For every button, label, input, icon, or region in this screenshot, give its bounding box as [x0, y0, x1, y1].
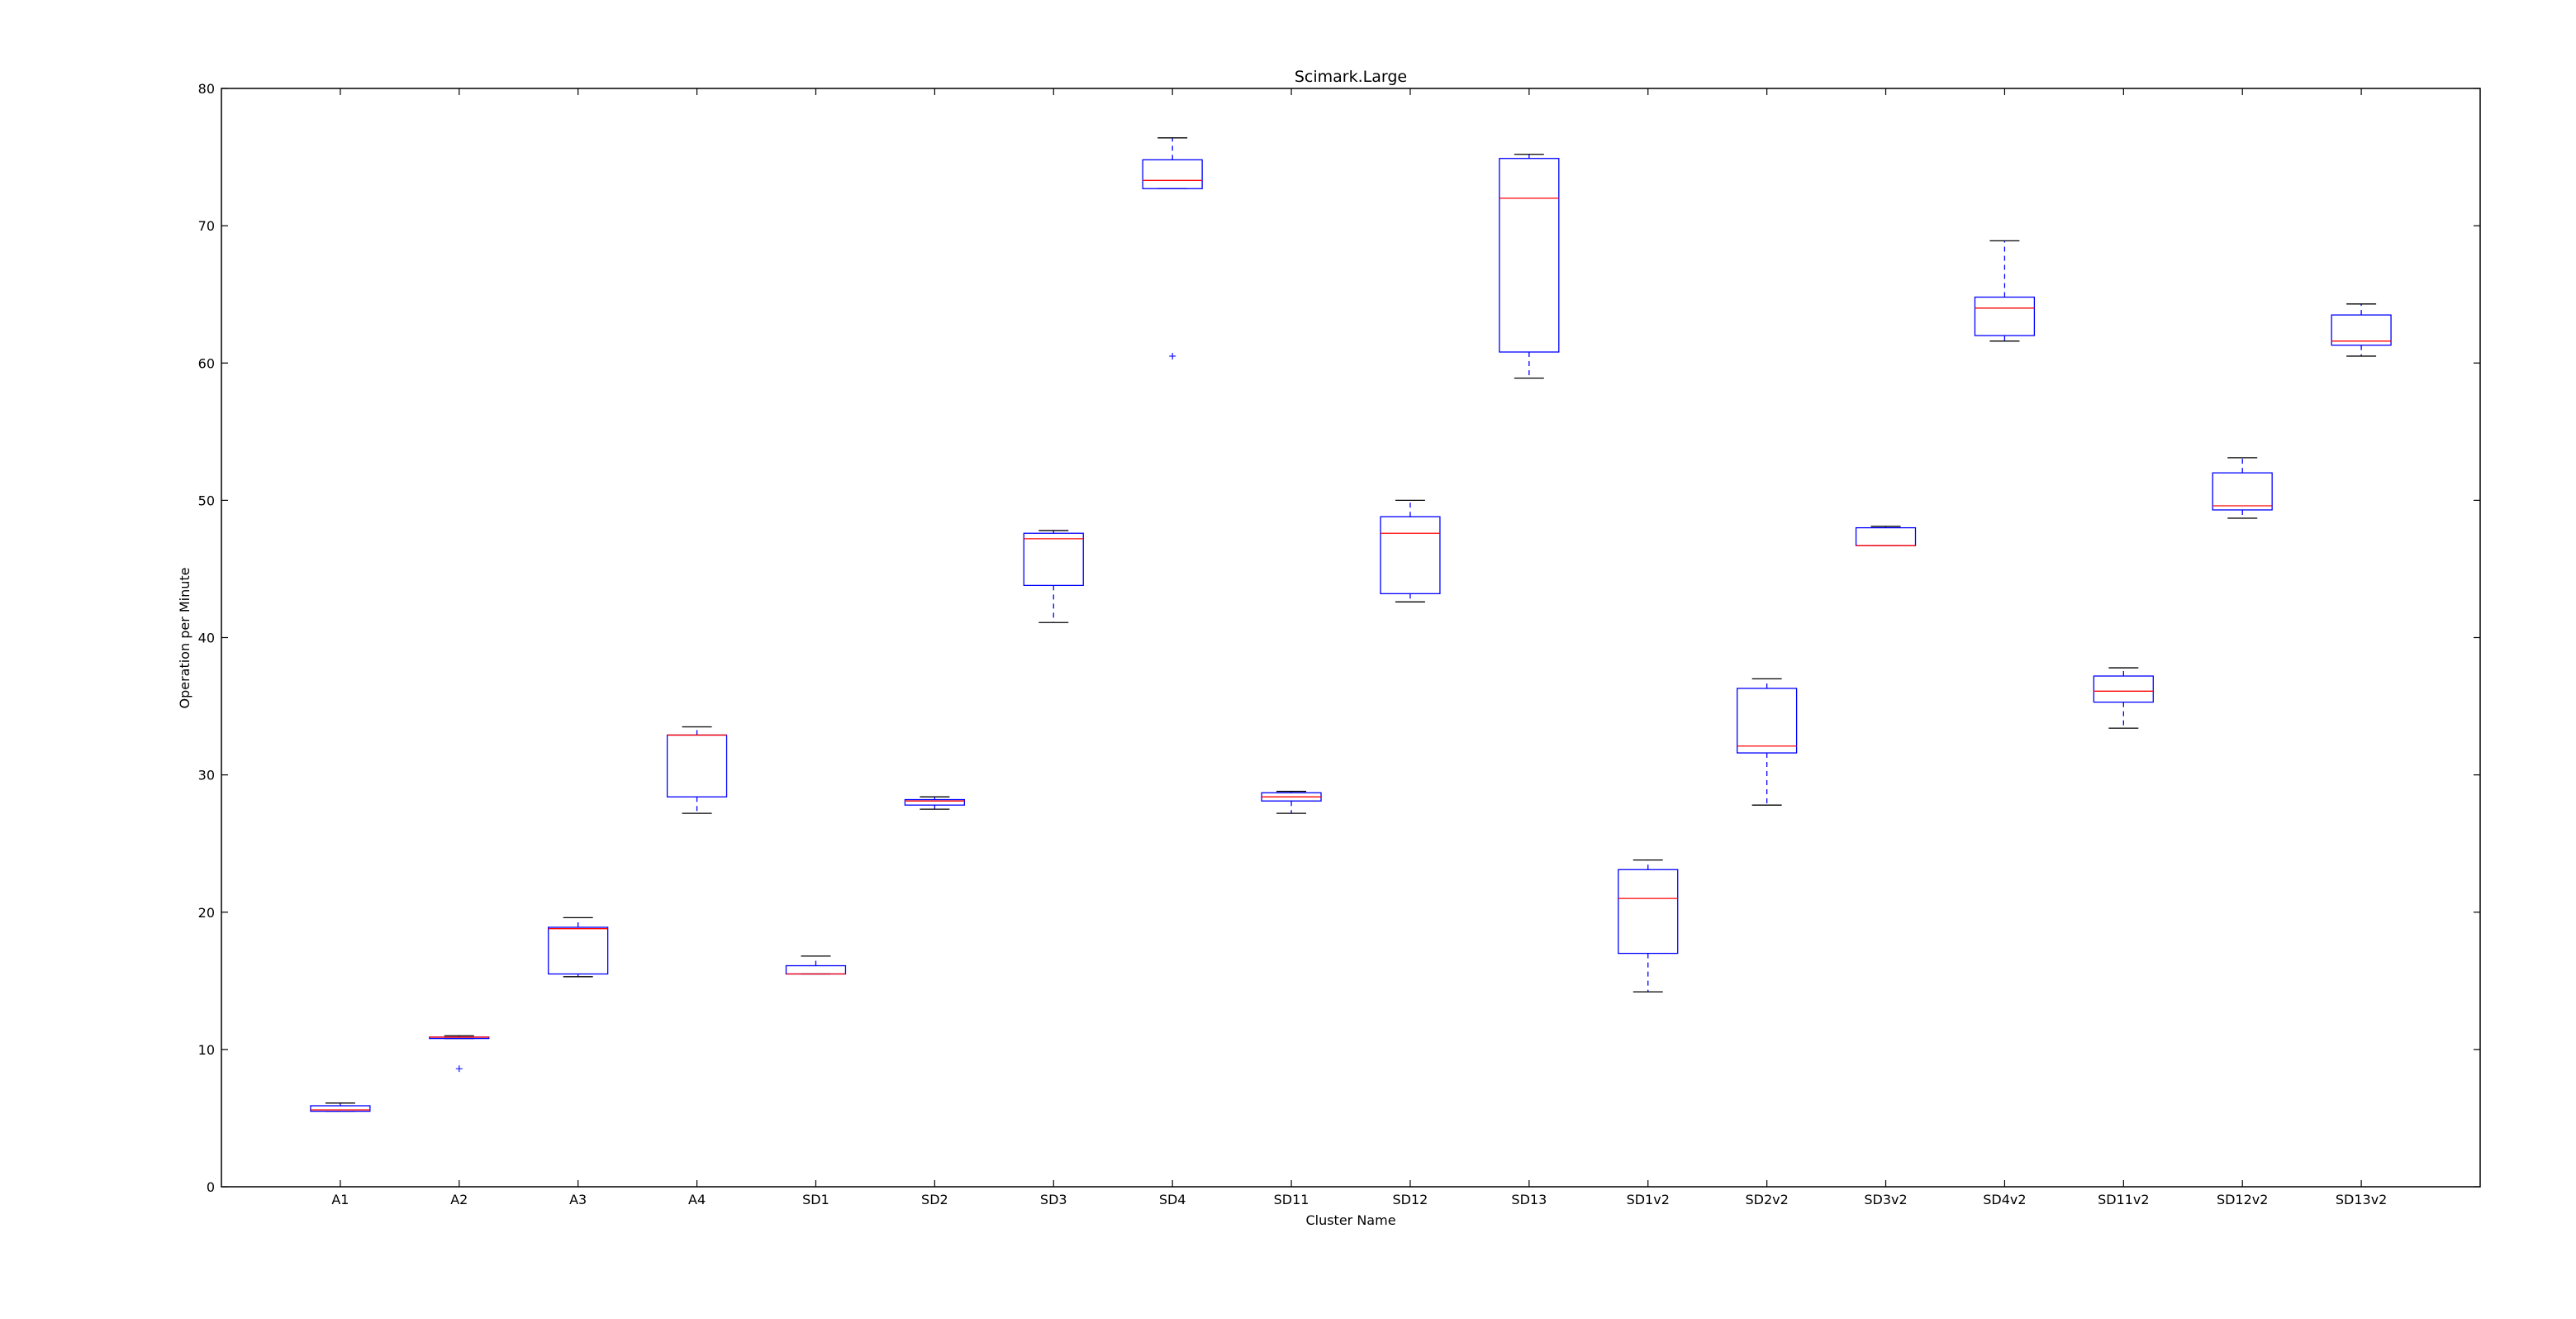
x-tick-label: SD12v2	[2217, 1192, 2268, 1207]
x-tick-label: SD4v2	[1983, 1192, 2026, 1207]
x-tick-label: SD12	[1393, 1192, 1428, 1207]
x-tick-label: SD13	[1511, 1192, 1547, 1207]
box-iqr	[1974, 296, 2036, 336]
box-iqr	[1380, 516, 1441, 594]
box-iqr	[1618, 869, 1679, 955]
y-tick-label: 70	[198, 218, 215, 234]
x-tick-label: SD4	[1159, 1192, 1186, 1207]
x-tick-label: A3	[569, 1192, 587, 1207]
x-tick-label: SD3	[1040, 1192, 1067, 1207]
box-iqr	[1142, 159, 1203, 189]
box-iqr	[2212, 472, 2273, 511]
box-iqr	[1499, 158, 1560, 353]
y-tick-label: 50	[198, 493, 215, 508]
y-tick-label: 60	[198, 355, 215, 371]
x-tick-label: SD11	[1274, 1192, 1309, 1207]
x-tick-label: SD13v2	[2336, 1192, 2387, 1207]
box-iqr	[1023, 532, 1084, 587]
x-tick-label: SD2v2	[1745, 1192, 1788, 1207]
box-iqr	[310, 1105, 371, 1112]
plot-area: 0 10 20 30 40 50 60 70 80 A1 A2 A3 A4 SD1 SD2 SD3 SD4 SD1…	[198, 81, 2481, 1207]
box-iqr	[666, 734, 728, 798]
x-axis-title: Cluster Name	[1305, 1212, 1395, 1228]
x-tick-label: A2	[450, 1192, 468, 1207]
x-tick-label: A4	[688, 1192, 706, 1207]
box-iqr	[785, 964, 847, 975]
outlier-point	[455, 1065, 463, 1073]
plot-frame	[221, 88, 2481, 1188]
x-tick-label: SD2	[921, 1192, 948, 1207]
x-tick-label: SD1v2	[1627, 1192, 1670, 1207]
box-iqr	[1737, 688, 1798, 754]
y-tick-label: 0	[207, 1179, 215, 1195]
x-tick-label: A1	[331, 1192, 349, 1207]
x-tick-label: SD3v2	[1864, 1192, 1907, 1207]
x-tick-label: SD11v2	[2098, 1192, 2149, 1207]
chart-title: Scimark.Large	[1295, 68, 1407, 86]
y-axis-title: Operation per Minute	[177, 567, 192, 708]
y-tick-label: 40	[198, 631, 215, 646]
box-iqr	[2331, 314, 2392, 346]
box-iqr	[548, 926, 609, 975]
y-tick-label: 20	[198, 905, 215, 921]
x-tick-label: SD1	[802, 1192, 829, 1207]
y-tick-label: 80	[198, 81, 215, 97]
box-iqr	[904, 798, 965, 806]
y-tick-label: 30	[198, 768, 215, 783]
y-tick-label: 10	[198, 1042, 215, 1058]
box-iqr	[1855, 526, 1917, 546]
outlier-point	[1169, 352, 1176, 360]
box-iqr	[2093, 675, 2154, 703]
